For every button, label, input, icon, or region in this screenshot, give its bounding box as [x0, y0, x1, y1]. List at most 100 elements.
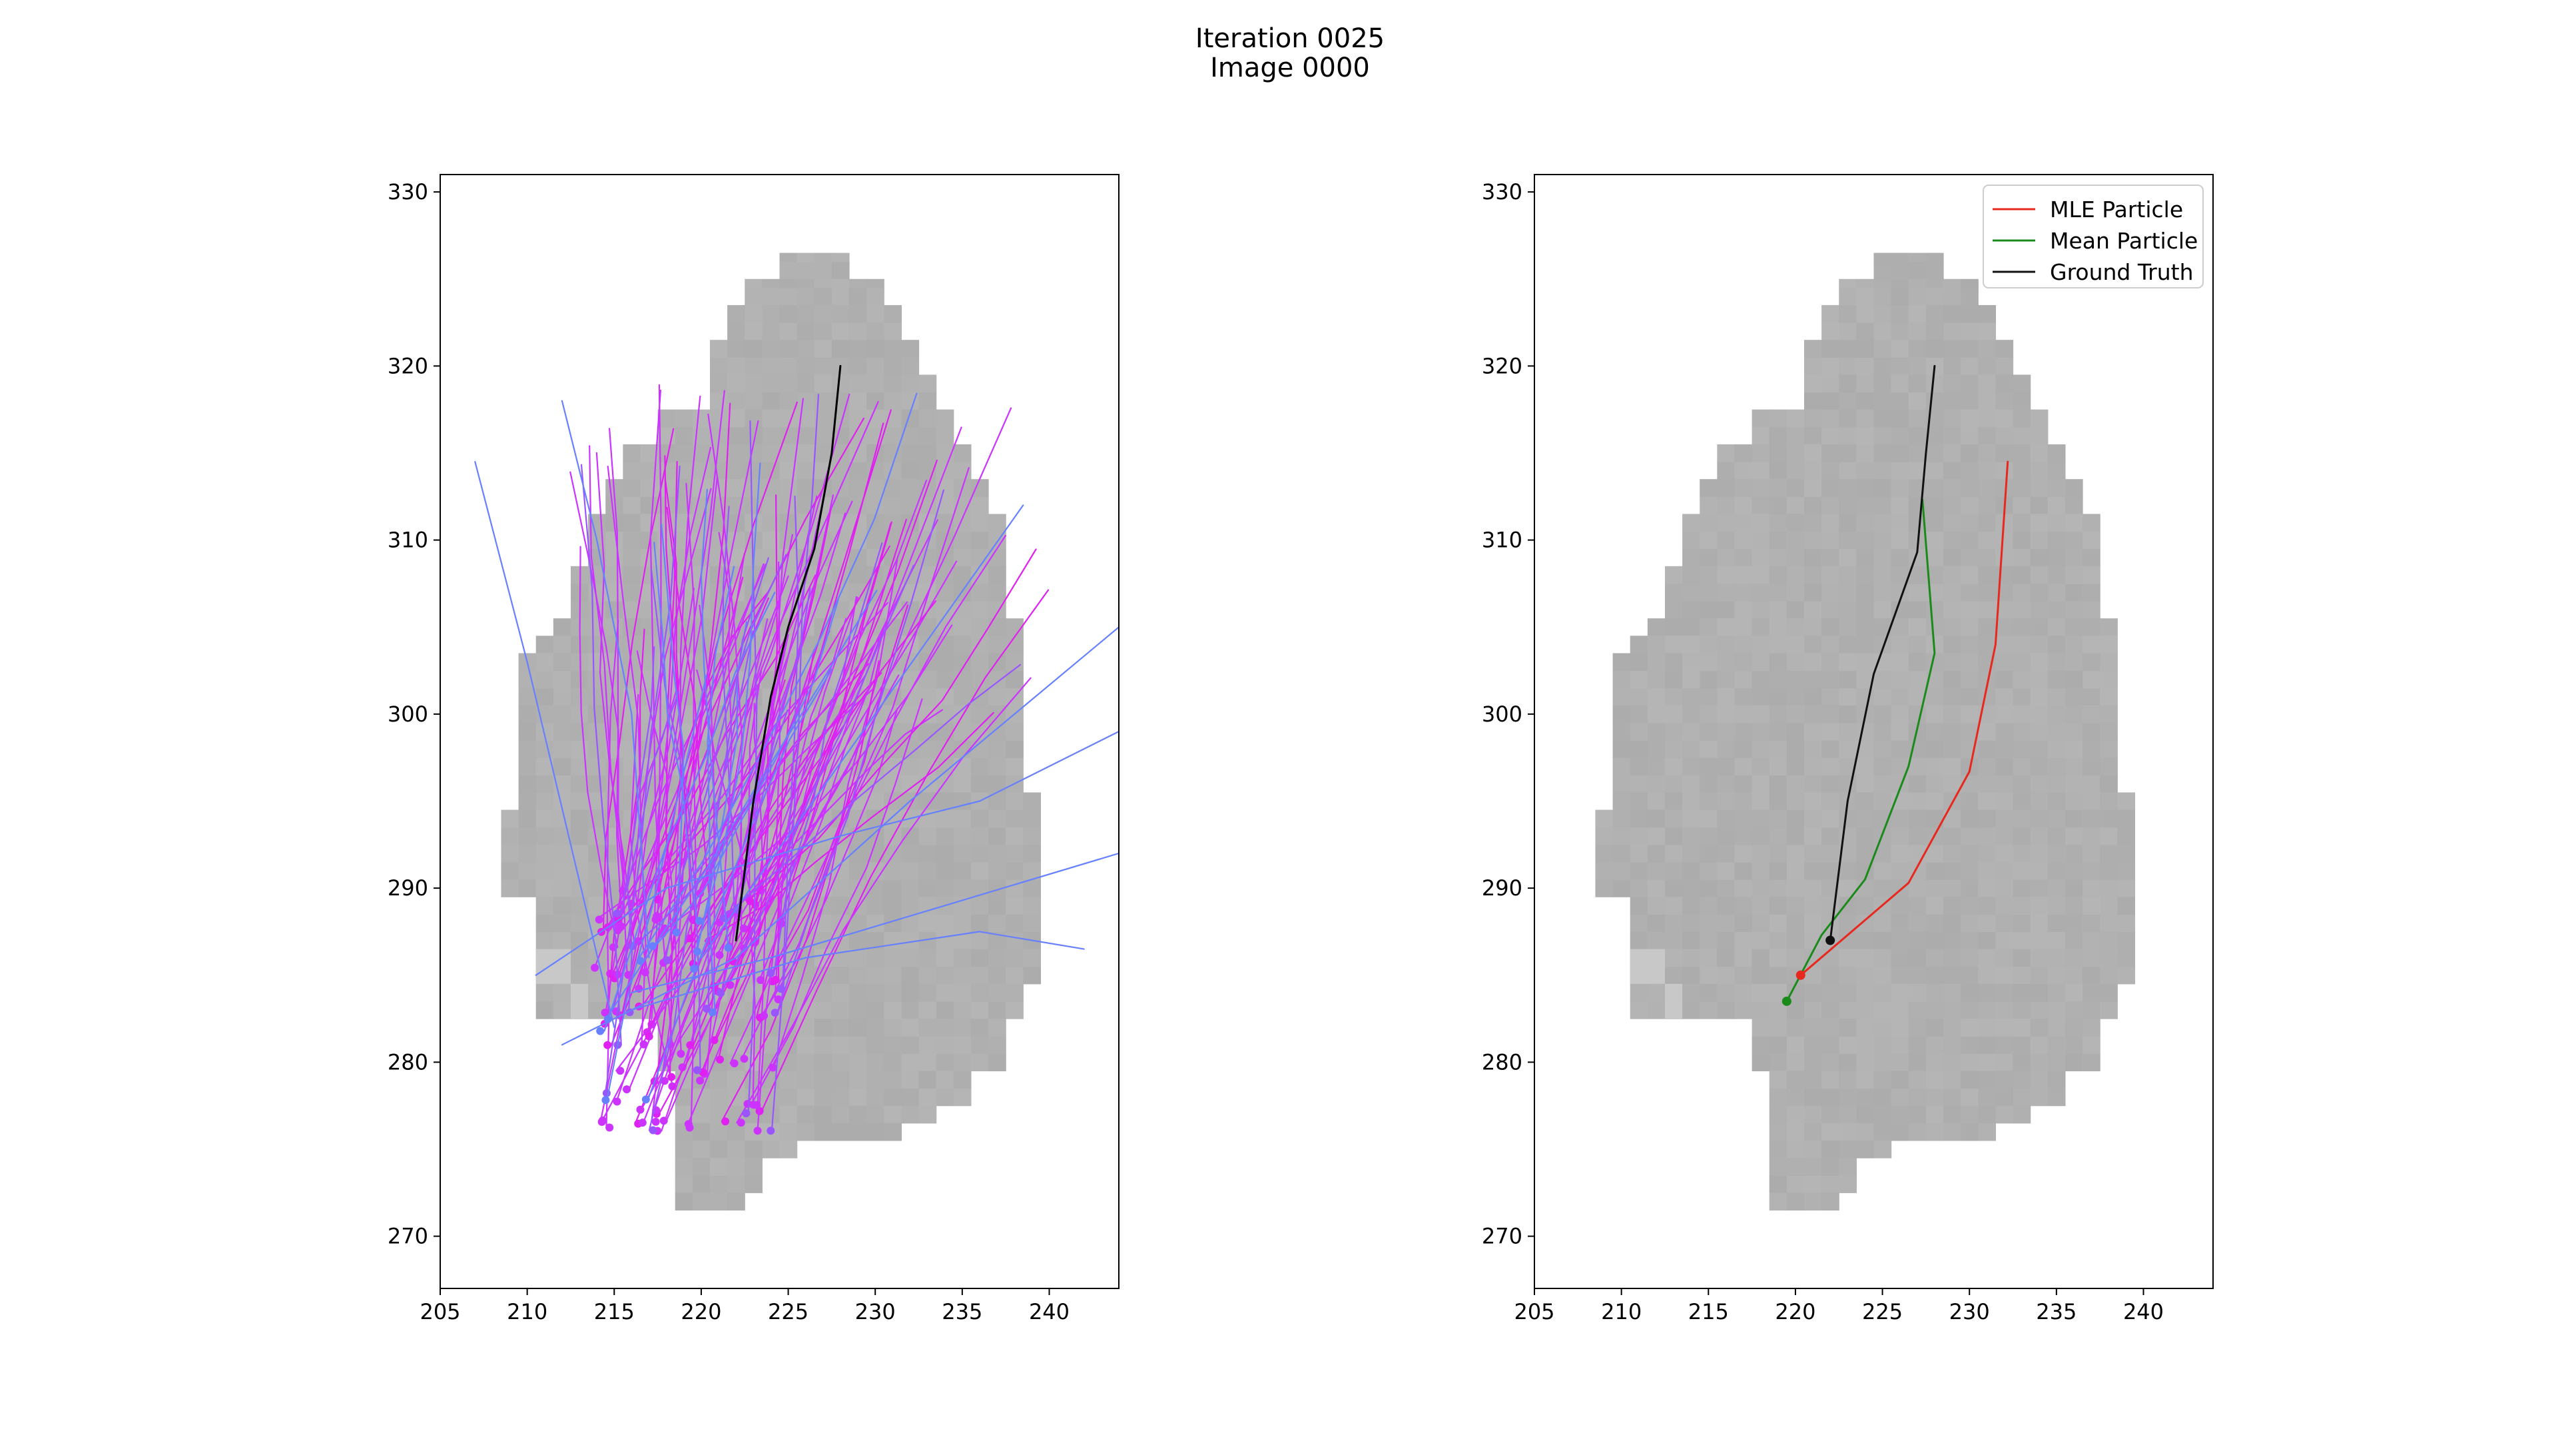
region-cell	[918, 861, 937, 880]
particle-trajectory	[535, 730, 1119, 976]
region-cell	[692, 409, 711, 428]
region-cell	[1803, 670, 1822, 689]
region-cell	[831, 287, 850, 306]
region-cell	[988, 861, 1006, 880]
region-cell	[553, 653, 571, 672]
region-cell	[1803, 861, 1822, 880]
region-cell	[1664, 757, 1683, 775]
region-cell	[953, 670, 972, 689]
region-cell	[2100, 792, 2118, 811]
region-cell	[1630, 949, 1665, 984]
region-cell	[1821, 705, 1839, 723]
region-cell	[2047, 879, 2066, 897]
region-cell	[675, 1088, 693, 1107]
region-cell	[535, 879, 554, 897]
region-cell	[884, 1071, 902, 1089]
region-cell	[1647, 670, 1666, 689]
region-cell	[2030, 514, 2049, 532]
region-cell	[1821, 340, 1839, 358]
region-cell	[1752, 409, 1770, 428]
region-cell	[1717, 879, 1736, 897]
region-cell	[1803, 827, 1822, 845]
region-cell	[2013, 897, 2031, 915]
region-cell	[518, 722, 537, 741]
region-cell	[1978, 392, 1996, 410]
region-cell	[1961, 653, 1979, 672]
region-cell	[2030, 670, 2049, 689]
region-cell	[779, 1105, 798, 1124]
region-cell	[2047, 566, 2066, 584]
region-cell	[1873, 879, 1892, 897]
region-cell	[1734, 670, 1753, 689]
region-cell	[1995, 705, 2014, 723]
region-cell	[953, 897, 972, 915]
region-cell	[2083, 653, 2100, 672]
region-cell	[1612, 653, 1631, 672]
particle-trajectory	[707, 413, 743, 949]
region-cell	[1786, 409, 1805, 428]
region-cell	[518, 705, 537, 723]
region-cell	[1700, 879, 1718, 897]
region-cell	[1803, 496, 1822, 515]
region-cell	[727, 1019, 745, 1037]
region-cell	[1943, 462, 1961, 480]
region-cell	[2047, 775, 2066, 793]
region-cell	[1978, 601, 1996, 619]
region-cell	[1925, 1071, 1944, 1089]
region-cell	[762, 340, 781, 358]
region-cell	[936, 1088, 954, 1107]
region-cell	[1943, 583, 1961, 602]
region-cell	[797, 278, 815, 288]
region-cell	[1943, 392, 1961, 410]
region-cell	[1908, 392, 1927, 410]
region-cell	[1700, 861, 1718, 880]
particle-trajectory	[603, 592, 776, 1032]
region-cell	[1803, 653, 1822, 672]
region-cell	[1908, 252, 1927, 262]
region-cell	[831, 879, 850, 897]
region-cell	[797, 1053, 815, 1072]
region-cell	[1943, 340, 1961, 358]
ground-truth-line	[735, 364, 842, 941]
region-cell	[1856, 1036, 1875, 1054]
region-cell	[2047, 583, 2066, 602]
region-cell	[866, 1123, 884, 1141]
region-cell	[2030, 409, 2049, 428]
region-cell	[1769, 1088, 1787, 1107]
particle-start-point	[708, 1008, 717, 1017]
region-cell	[1734, 757, 1753, 775]
region-cell	[918, 1053, 937, 1072]
y-tick-label: 280	[388, 1049, 428, 1075]
region-cell	[988, 897, 1006, 915]
region-cell	[970, 861, 989, 880]
region-cell	[518, 688, 537, 706]
region-cell	[535, 653, 554, 672]
region-cell	[1769, 1193, 1787, 1211]
x-tick-label: 240	[1029, 1299, 1070, 1324]
region-cell	[692, 1105, 711, 1124]
particle-trajectory	[731, 709, 944, 915]
region-cell	[2083, 809, 2100, 828]
particle-start-point	[613, 1097, 621, 1106]
legend-label: Mean Particle	[2050, 228, 2198, 254]
region-cell	[1752, 1019, 1770, 1037]
region-cell	[1839, 1036, 1857, 1054]
region-cell	[1786, 618, 1805, 636]
region-cell	[2065, 966, 2083, 985]
region-cell	[1682, 705, 1700, 723]
region-cell	[1995, 844, 2014, 863]
plot-area	[474, 252, 1119, 1211]
region-cell	[2083, 879, 2100, 897]
region-cell	[727, 1140, 745, 1159]
region-cell	[1803, 897, 1822, 915]
region-cell	[1856, 444, 1875, 462]
region-cell	[2030, 705, 2049, 723]
region-cell	[1978, 409, 1996, 428]
region-cell	[1995, 444, 2014, 462]
region-cell	[1786, 775, 1805, 793]
y-tick-label: 270	[388, 1224, 428, 1249]
region-cell	[2065, 1053, 2083, 1072]
region-cell	[1995, 809, 2014, 828]
particle-start-point	[730, 1059, 739, 1068]
particle-start-point	[724, 943, 733, 952]
